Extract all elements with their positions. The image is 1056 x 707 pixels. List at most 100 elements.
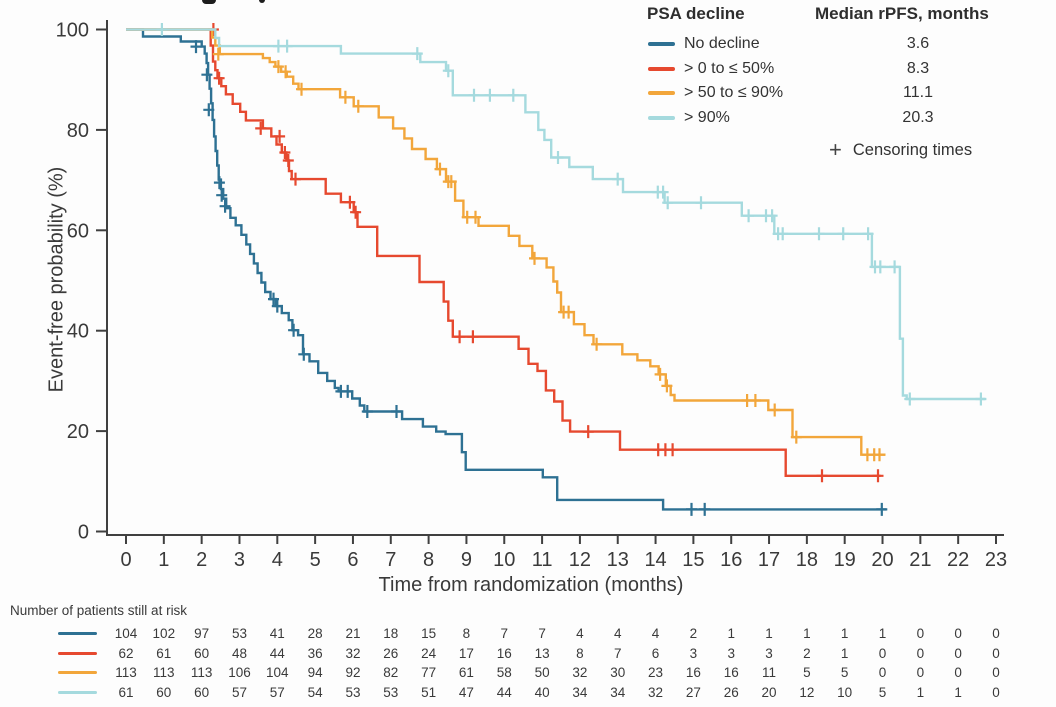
risk-count: 0 xyxy=(916,645,925,661)
risk-count: 11 xyxy=(762,665,777,680)
x-tick-label: 10 xyxy=(493,549,515,571)
risk-count: 1 xyxy=(916,684,925,700)
risk-count: 62 xyxy=(118,645,134,661)
risk-row-swatch-90-icon xyxy=(58,690,97,694)
y-axis-title: Event-free probability (%) xyxy=(45,166,68,393)
risk-count: 2 xyxy=(689,626,698,641)
risk-count: 97 xyxy=(194,626,210,641)
censor-marks xyxy=(190,40,888,516)
risk-count: 15 xyxy=(421,626,437,641)
risk-count: 51 xyxy=(421,684,437,700)
risk-count: 0 xyxy=(992,645,1000,661)
risk-row-swatch-0-to-50-icon xyxy=(58,651,97,655)
risk-count: 94 xyxy=(307,665,323,680)
risk-count: 5 xyxy=(840,665,849,680)
x-tick-label: 8 xyxy=(423,549,434,571)
risk-count: 61 xyxy=(458,665,474,680)
risk-count: 32 xyxy=(345,645,361,661)
x-tick-label: 1 xyxy=(158,549,169,571)
risk-count: 104 xyxy=(266,665,289,680)
risk-count: 0 xyxy=(992,684,1000,700)
risk-count: 48 xyxy=(231,645,247,661)
x-tick-label: 15 xyxy=(682,549,704,571)
risk-count: 61 xyxy=(118,684,134,700)
y-tick-label: 20 xyxy=(67,421,89,443)
risk-count: 23 xyxy=(648,665,664,680)
x-tick-label: 0 xyxy=(120,549,131,571)
risk-count: 8 xyxy=(576,645,584,661)
risk-count: 10 xyxy=(837,684,853,700)
risk-count: 1 xyxy=(840,645,849,661)
x-tick-label: 18 xyxy=(796,549,818,571)
risk-count: 27 xyxy=(685,684,701,700)
risk-count: 0 xyxy=(992,665,1000,680)
risk-count: 8 xyxy=(462,626,471,641)
risk-count: 26 xyxy=(383,645,399,661)
risk-count: 1 xyxy=(803,626,811,641)
risk-count: 77 xyxy=(421,665,437,680)
x-tick-label: 2 xyxy=(196,549,207,571)
y-tick-label: 60 xyxy=(67,220,89,242)
risk-count: 61 xyxy=(156,645,172,661)
risk-count: 50 xyxy=(534,665,550,680)
risk-count: 57 xyxy=(269,684,285,700)
risk-count: 106 xyxy=(228,665,251,680)
risk-count: 32 xyxy=(648,684,664,700)
risk-count: 30 xyxy=(610,665,626,680)
km-step-path xyxy=(126,28,881,477)
risk-count: 82 xyxy=(383,665,399,680)
risk-count: 5 xyxy=(803,665,811,680)
cropped-text-artifact xyxy=(202,0,216,4)
risk-count: 113 xyxy=(115,665,137,680)
x-tick-label: 13 xyxy=(607,549,629,571)
risk-count: 34 xyxy=(610,684,626,700)
censor-marks xyxy=(212,47,885,462)
risk-count: 26 xyxy=(723,684,739,700)
x-tick-label: 14 xyxy=(644,549,666,571)
risk-count: 0 xyxy=(878,645,887,661)
risk-count: 102 xyxy=(152,626,176,641)
risk-count: 16 xyxy=(685,665,701,680)
risk-count: 4 xyxy=(613,626,622,641)
km-step-path xyxy=(126,28,886,456)
risk-count: 36 xyxy=(307,645,323,661)
risk-count: 12 xyxy=(799,684,815,700)
risk-count: 54 xyxy=(307,684,323,700)
risk-count: 6 xyxy=(651,645,660,661)
x-tick-label: 23 xyxy=(985,549,1007,571)
km-step-path xyxy=(126,28,986,401)
y-tick-label: 80 xyxy=(67,120,89,142)
risk-count: 34 xyxy=(572,684,588,700)
risk-count: 47 xyxy=(458,684,474,700)
x-tick-label: 3 xyxy=(234,549,245,571)
risk-count: 113 xyxy=(153,665,175,680)
risk-count: 1 xyxy=(878,626,887,641)
risk-count: 18 xyxy=(383,626,399,641)
x-tick-label: 6 xyxy=(347,549,358,571)
risk-count: 1 xyxy=(840,626,849,641)
risk-count: 13 xyxy=(534,645,550,661)
risk-count: 7 xyxy=(500,626,508,641)
x-tick-label: 5 xyxy=(310,549,321,571)
risk-row-swatch-no-decline-icon xyxy=(58,632,97,635)
risk-count: 7 xyxy=(538,626,546,641)
risk-count: 60 xyxy=(156,684,172,700)
x-tick-label: 21 xyxy=(909,549,931,571)
y-tick-label: 0 xyxy=(78,522,89,544)
risk-count: 104 xyxy=(114,626,138,641)
y-axis-ticks: 0 20 40 60 80 100 xyxy=(56,20,107,544)
risk-row-swatch-50-to-90-icon xyxy=(58,671,97,674)
risk-count: 53 xyxy=(383,684,399,700)
risk-count: 3 xyxy=(765,645,773,661)
risk-table-label: Number of patients still at risk xyxy=(10,603,188,618)
km-step-path xyxy=(126,28,887,511)
risk-count: 92 xyxy=(345,665,361,680)
risk-count: 3 xyxy=(727,645,735,661)
risk-count: 3 xyxy=(689,645,698,661)
risk-count: 57 xyxy=(231,684,247,700)
x-axis-title: Time from randomization (months) xyxy=(378,574,684,596)
risk-count: 16 xyxy=(723,665,739,680)
risk-count: 0 xyxy=(916,665,925,680)
